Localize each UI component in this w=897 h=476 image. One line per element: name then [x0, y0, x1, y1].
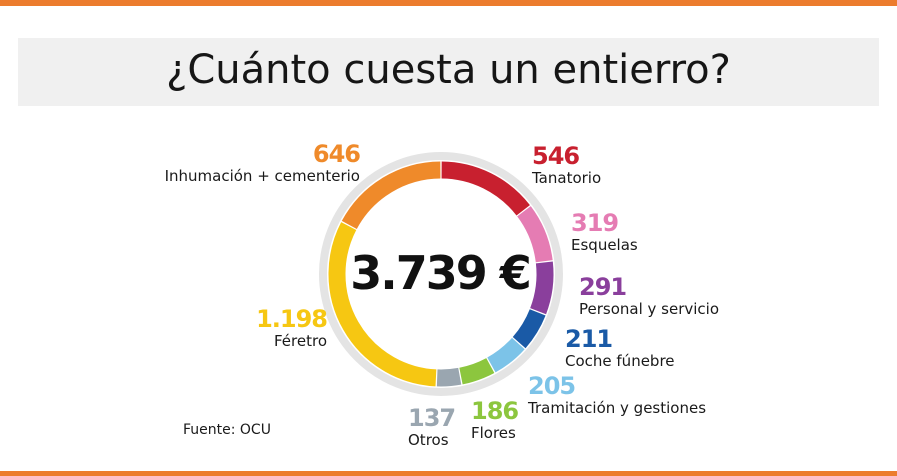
value-esquelas: 319	[571, 209, 619, 237]
value-inhumacion: 646	[312, 140, 361, 168]
label-tramitacion: 205 Tramitación y gestiones	[528, 373, 706, 418]
value-otros: 137	[408, 404, 456, 432]
label-feretro: 1.198 Féretro	[256, 305, 328, 351]
name-personal: Personal y servicio	[579, 300, 720, 318]
value-feretro: 1.198	[256, 305, 328, 333]
donut-slice-tanatorio	[441, 161, 530, 216]
title-band	[18, 38, 879, 106]
chart-title: ¿Cuánto cuesta un entierro?	[166, 47, 731, 93]
donut-slice-coche	[512, 308, 546, 349]
bottom-accent-bar	[0, 471, 897, 476]
label-flores: 186 Flores	[471, 397, 519, 443]
donut-slice-flores	[459, 357, 495, 385]
label-coche: 211 Coche fúnebre	[565, 326, 675, 371]
top-accent-bar	[0, 0, 897, 6]
value-tanatorio: 546	[532, 142, 580, 170]
donut-slice-esquelas	[517, 206, 553, 263]
source-note: Fuente: OCU	[183, 422, 271, 438]
total-amount: 3.739 €	[350, 246, 532, 300]
value-coche: 211	[565, 325, 613, 353]
donut-slice-otros	[436, 367, 462, 387]
name-flores: Flores	[471, 424, 516, 442]
label-tanatorio: 546 Tanatorio	[532, 143, 601, 188]
name-feretro: Féretro	[274, 332, 327, 350]
donut-slice-inhumacion	[341, 161, 441, 230]
donut-slice-feretro	[328, 222, 437, 387]
name-tramitacion: Tramitación y gestiones	[528, 399, 707, 417]
value-tramitacion: 205	[528, 372, 576, 400]
label-otros: 137 Otros	[408, 404, 456, 450]
name-coche: Coche fúnebre	[565, 352, 675, 370]
value-personal: 291	[579, 273, 627, 301]
label-personal: 291 Personal y servicio	[579, 274, 719, 319]
donut-outer-ring	[319, 152, 563, 396]
donut-slice-personal	[530, 261, 554, 315]
name-otros: Otros	[408, 431, 449, 449]
label-inhumacion: 646 Inhumación + cementerio	[164, 140, 361, 186]
label-esquelas: 319 Esquelas	[571, 210, 638, 255]
value-flores: 186	[471, 397, 519, 425]
name-inhumacion: Inhumación + cementerio	[164, 167, 360, 185]
name-tanatorio: Tanatorio	[532, 169, 602, 187]
name-esquelas: Esquelas	[571, 236, 638, 254]
donut-slice-tramitacion	[487, 337, 525, 373]
